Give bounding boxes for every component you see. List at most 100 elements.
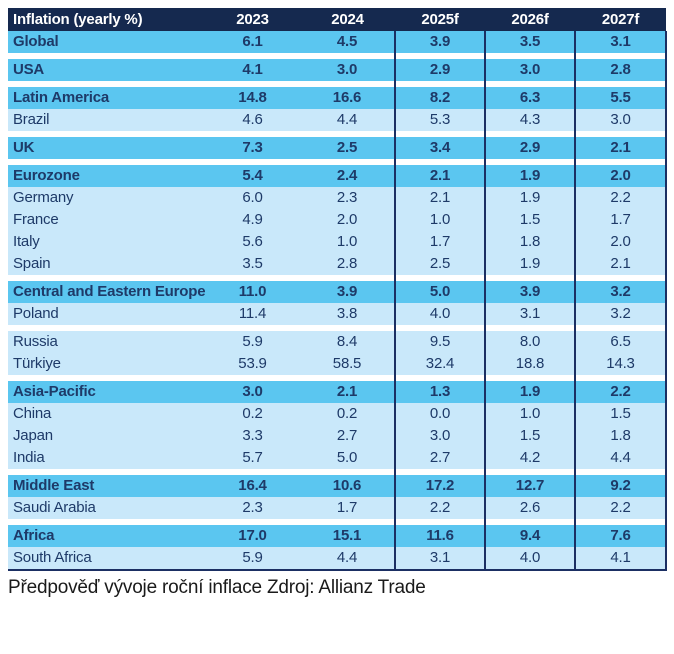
- spacer-cell: [300, 81, 395, 87]
- group-spacer-row: [8, 131, 667, 137]
- value-cell: 7.3: [205, 137, 300, 159]
- spacer-cell: [574, 131, 667, 137]
- table-row-uk: UK 7.3 2.5 3.4 2.9 2.1: [8, 137, 667, 159]
- row-label: Central and Eastern Europe: [8, 281, 205, 303]
- group-spacer-row: [8, 53, 667, 59]
- value-cell: 3.0: [394, 425, 485, 447]
- row-label: France: [8, 209, 205, 231]
- table-row-russia: Russia 5.9 8.4 9.5 8.0 6.5: [8, 331, 667, 353]
- value-cell: 9.2: [574, 475, 667, 497]
- value-cell: 3.8: [300, 303, 395, 325]
- spacer-cell: [300, 519, 395, 525]
- spacer-cell: [394, 81, 485, 87]
- spacer-cell: [8, 53, 205, 59]
- row-label: Global: [8, 31, 205, 53]
- row-label: Brazil: [8, 109, 205, 131]
- value-cell: 8.2: [394, 87, 485, 109]
- value-cell: 2.3: [300, 187, 395, 209]
- spacer-cell: [394, 131, 485, 137]
- row-label: Japan: [8, 425, 205, 447]
- group-spacer-row: [8, 275, 667, 281]
- row-label: Saudi Arabia: [8, 497, 205, 519]
- value-cell: 14.3: [574, 353, 667, 375]
- value-cell: 2.2: [574, 187, 667, 209]
- row-label: Africa: [8, 525, 205, 547]
- value-cell: 2.7: [394, 447, 485, 469]
- value-cell: 1.5: [484, 209, 575, 231]
- value-cell: 1.9: [484, 165, 575, 187]
- row-label: Middle East: [8, 475, 205, 497]
- table-row-china: China 0.2 0.2 0.0 1.0 1.5: [8, 403, 667, 425]
- row-label: China: [8, 403, 205, 425]
- value-cell: 3.2: [574, 303, 667, 325]
- spacer-cell: [574, 375, 667, 381]
- row-label: South Africa: [8, 547, 205, 571]
- value-cell: 4.1: [205, 59, 300, 81]
- spacer-cell: [484, 325, 575, 331]
- value-cell: 1.3: [394, 381, 485, 403]
- value-cell: 1.7: [300, 497, 395, 519]
- value-cell: 5.7: [205, 447, 300, 469]
- table-row-germany: Germany 6.0 2.3 2.1 1.9 2.2: [8, 187, 667, 209]
- group-spacer-row: [8, 375, 667, 381]
- value-cell: 1.7: [394, 231, 485, 253]
- spacer-cell: [484, 519, 575, 525]
- table-row-south-africa: South Africa 5.9 4.4 3.1 4.0 4.1: [8, 547, 667, 571]
- value-cell: 2.2: [574, 497, 667, 519]
- value-cell: 2.9: [484, 137, 575, 159]
- value-cell: 11.0: [205, 281, 300, 303]
- value-cell: 1.0: [484, 403, 575, 425]
- value-cell: 7.6: [574, 525, 667, 547]
- table-row-africa: Africa 17.0 15.1 11.6 9.4 7.6: [8, 525, 667, 547]
- value-cell: 2.1: [300, 381, 395, 403]
- value-cell: 2.8: [574, 59, 667, 81]
- row-label: Spain: [8, 253, 205, 275]
- table-row-middle-east: Middle East 16.4 10.6 17.2 12.7 9.2: [8, 475, 667, 497]
- value-cell: 4.0: [394, 303, 485, 325]
- spacer-cell: [8, 325, 205, 331]
- spacer-cell: [205, 81, 300, 87]
- value-cell: 6.1: [205, 31, 300, 53]
- value-cell: 1.5: [574, 403, 667, 425]
- spacer-cell: [574, 519, 667, 525]
- value-cell: 1.9: [484, 381, 575, 403]
- value-cell: 53.9: [205, 353, 300, 375]
- value-cell: 32.4: [394, 353, 485, 375]
- spacer-cell: [394, 469, 485, 475]
- spacer-cell: [574, 469, 667, 475]
- row-label: Germany: [8, 187, 205, 209]
- row-label: Italy: [8, 231, 205, 253]
- inflation-figure: Inflation (yearly %) 2023 2024 2025f 202…: [8, 8, 667, 598]
- table-row-latin-america: Latin America 14.8 16.6 8.2 6.3 5.5: [8, 87, 667, 109]
- row-label: Asia-Pacific: [8, 381, 205, 403]
- value-cell: 4.1: [574, 547, 667, 571]
- value-cell: 6.3: [484, 87, 575, 109]
- value-cell: 17.2: [394, 475, 485, 497]
- spacer-cell: [205, 275, 300, 281]
- value-cell: 58.5: [300, 353, 395, 375]
- spacer-cell: [205, 325, 300, 331]
- spacer-cell: [574, 53, 667, 59]
- value-cell: 6.0: [205, 187, 300, 209]
- group-spacer-row: [8, 469, 667, 475]
- spacer-cell: [300, 275, 395, 281]
- group-spacer-row: [8, 81, 667, 87]
- table-row-asia-pacific: Asia-Pacific 3.0 2.1 1.3 1.9 2.2: [8, 381, 667, 403]
- spacer-cell: [394, 375, 485, 381]
- spacer-cell: [205, 375, 300, 381]
- table-row-india: India 5.7 5.0 2.7 4.2 4.4: [8, 447, 667, 469]
- value-cell: 11.4: [205, 303, 300, 325]
- value-cell: 4.3: [484, 109, 575, 131]
- spacer-cell: [205, 53, 300, 59]
- value-cell: 2.0: [574, 165, 667, 187]
- value-cell: 3.1: [394, 547, 485, 571]
- value-cell: 2.9: [394, 59, 485, 81]
- value-cell: 5.3: [394, 109, 485, 131]
- value-cell: 2.1: [394, 187, 485, 209]
- value-cell: 5.9: [205, 547, 300, 571]
- spacer-cell: [484, 131, 575, 137]
- spacer-cell: [574, 325, 667, 331]
- spacer-cell: [394, 519, 485, 525]
- spacer-cell: [300, 131, 395, 137]
- spacer-cell: [574, 275, 667, 281]
